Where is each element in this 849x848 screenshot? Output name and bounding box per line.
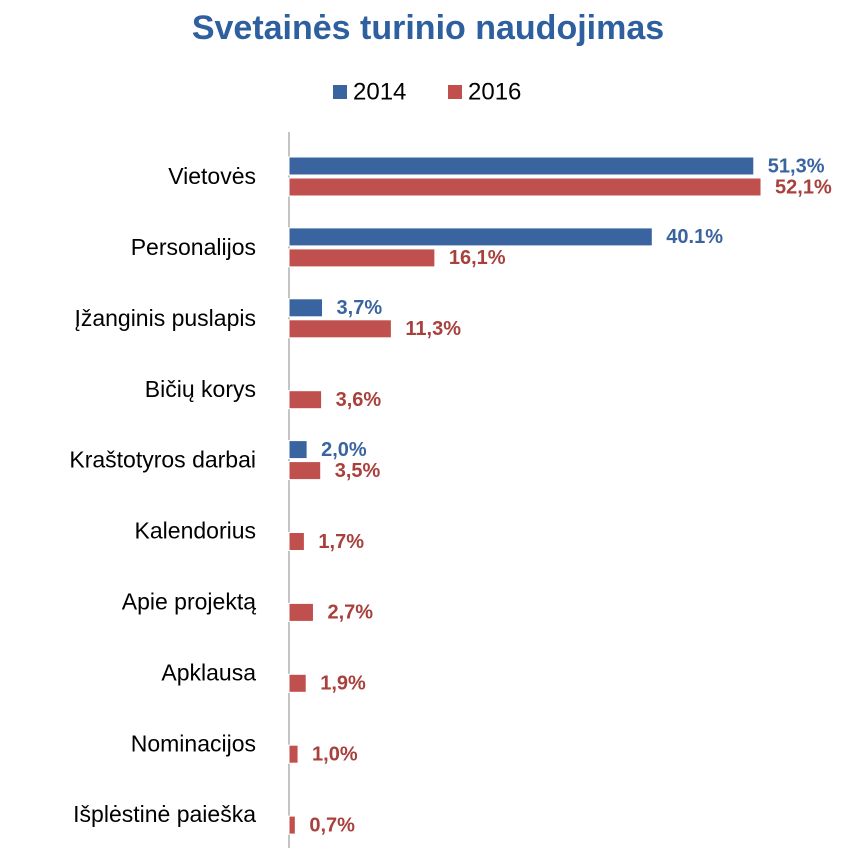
legend-swatch	[333, 85, 347, 99]
bar	[288, 744, 299, 764]
value-label: 1,0%	[312, 743, 358, 765]
value-label: 11,3%	[405, 318, 461, 340]
value-label: 51,3%	[768, 155, 825, 177]
value-label: 2,0%	[321, 439, 367, 461]
bar	[288, 227, 653, 247]
bar	[288, 440, 308, 460]
value-label: 0,7%	[309, 814, 355, 836]
value-label: 2,7%	[327, 602, 373, 624]
bar	[288, 461, 322, 481]
category-label: Apklausa	[161, 659, 256, 685]
bar	[288, 248, 436, 268]
legend-label: 2014	[353, 78, 406, 105]
value-label: 3,5%	[335, 460, 381, 482]
chart-title: Svetainės turinio naudojimas	[192, 9, 664, 47]
category-label: Kalendorius	[135, 518, 256, 544]
value-label: 16,1%	[449, 247, 506, 269]
bar	[288, 298, 324, 318]
category-label: Apie projektą	[122, 588, 256, 614]
value-label: 1,7%	[318, 531, 364, 553]
category-label: Nominacijos	[131, 730, 256, 756]
legend-swatch	[448, 85, 462, 99]
value-label: 3,6%	[336, 389, 382, 411]
category-label: Įžanginis puslapis	[74, 305, 256, 331]
bar	[288, 390, 323, 410]
value-label: 3,7%	[337, 297, 383, 319]
category-label: Bičių korys	[145, 376, 256, 402]
category-label: Personalijos	[131, 234, 256, 260]
bar	[288, 815, 296, 835]
value-label: 1,9%	[320, 673, 366, 695]
bar	[288, 602, 314, 622]
bar	[288, 177, 762, 197]
bar	[288, 319, 392, 339]
value-label: 52,1%	[775, 176, 832, 198]
bar	[288, 673, 307, 693]
bar	[288, 532, 305, 551]
bar	[288, 156, 755, 176]
category-label: Vietovės	[168, 163, 256, 189]
legend-label: 2016	[468, 78, 521, 105]
category-label: Išplėstinė paieška	[73, 801, 256, 827]
value-label: 40.1%	[666, 226, 723, 248]
category-label: Kraštotyros darbai	[69, 447, 256, 473]
